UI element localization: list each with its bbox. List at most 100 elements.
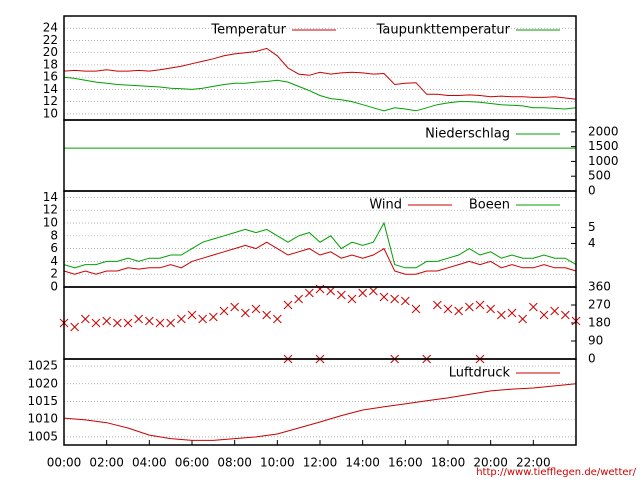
y-tick-label: 2000 — [588, 124, 619, 138]
direction-point — [112, 318, 122, 328]
y-tick-label: 1015 — [27, 394, 58, 408]
y-tick-label: 22 — [43, 33, 58, 47]
y-tick-label: 1005 — [27, 429, 58, 443]
direction-point — [134, 314, 144, 324]
direction-point — [347, 294, 357, 304]
direction-point — [400, 296, 410, 306]
y-tick-label: 1010 — [27, 412, 58, 426]
panel-frame — [63, 286, 577, 360]
source-url: http://www.tiefflegen.de/wetter/ — [476, 467, 636, 478]
direction-point — [262, 310, 272, 320]
direction-point — [358, 288, 368, 298]
y-tick-label: 10 — [43, 216, 58, 230]
y-tick-label: 10 — [43, 106, 58, 120]
direction-point — [443, 304, 453, 314]
y-tick-label: 500 — [588, 169, 611, 183]
y-tick-label: 6 — [50, 241, 58, 255]
direction-point — [294, 294, 304, 304]
direction-point — [486, 304, 496, 314]
x-tick-label: 04:00 — [132, 456, 167, 470]
legend-label: Luftdruck — [449, 366, 511, 381]
y-tick-label: 360 — [588, 280, 611, 294]
direction-point — [496, 310, 506, 320]
y-tick-label: 270 — [588, 298, 611, 312]
series-line — [63, 47, 577, 100]
direction-point — [315, 284, 325, 294]
direction-point — [368, 286, 378, 296]
panel-frame — [63, 358, 577, 446]
y-tick-label: 8 — [50, 228, 58, 242]
direction-point — [464, 302, 474, 312]
legend-label: Taupunkttemperatur — [376, 23, 511, 38]
direction-point — [198, 314, 208, 324]
direction-point — [539, 310, 549, 320]
x-tick-label: 16:00 — [388, 456, 423, 470]
y-tick-label: 18 — [43, 57, 58, 71]
direction-point — [411, 304, 421, 314]
x-tick-label: 10:00 — [260, 456, 295, 470]
direction-point — [230, 302, 240, 312]
direction-point — [102, 316, 112, 326]
direction-point — [144, 316, 154, 326]
x-tick-label: 22:00 — [516, 456, 551, 470]
direction-point — [475, 300, 485, 310]
legend-label: Temperatur — [210, 23, 286, 38]
direction-point — [208, 312, 218, 322]
direction-point — [187, 310, 197, 320]
y-tick-label: 90 — [588, 334, 603, 348]
y-tick-label: 12 — [43, 203, 58, 217]
direction-point — [550, 306, 560, 316]
direction-point — [283, 300, 293, 310]
direction-point — [91, 318, 101, 328]
direction-point — [454, 306, 464, 316]
direction-point — [240, 308, 250, 318]
legend-label: Wind — [369, 198, 402, 213]
direction-point — [528, 302, 538, 312]
direction-point — [166, 318, 176, 328]
direction-point — [518, 314, 528, 324]
direction-point — [560, 310, 570, 320]
direction-point — [70, 322, 80, 332]
direction-point — [432, 300, 442, 310]
direction-point — [80, 314, 90, 324]
y-tick-label: 180 — [588, 316, 611, 330]
y2-tick-label: 4 — [588, 236, 596, 250]
direction-point — [390, 294, 400, 304]
y-tick-label: 16 — [43, 70, 58, 84]
legend-label: Boeen — [469, 198, 510, 213]
x-tick-label: 00:00 — [47, 456, 82, 470]
x-tick-label: 20:00 — [473, 456, 508, 470]
direction-point — [272, 314, 282, 324]
y-tick-label: 12 — [43, 94, 58, 108]
x-tick-label: 02:00 — [89, 456, 124, 470]
direction-point — [336, 290, 346, 300]
direction-point — [326, 286, 336, 296]
direction-point — [379, 292, 389, 302]
y-tick-label: 1020 — [27, 376, 58, 390]
direction-point — [155, 318, 165, 328]
y-tick-label: 24 — [43, 21, 58, 35]
y-tick-label: 0 — [588, 184, 596, 198]
direction-point — [251, 304, 261, 314]
direction-point — [123, 318, 133, 328]
series-line — [63, 76, 577, 112]
y-tick-label: 20 — [43, 45, 58, 59]
x-tick-label: 12:00 — [303, 456, 338, 470]
series-line — [63, 221, 577, 269]
y2-tick-label: 5 — [588, 220, 596, 234]
y-tick-label: 4 — [50, 254, 58, 268]
series-line — [63, 383, 577, 441]
y-tick-label: 14 — [43, 82, 58, 96]
x-tick-label: 14:00 — [345, 456, 380, 470]
x-tick-label: 18:00 — [431, 456, 466, 470]
y-tick-label: 1025 — [27, 359, 58, 373]
legend-label: Niederschlag — [425, 127, 510, 142]
x-tick-label: 06:00 — [175, 456, 210, 470]
x-tick-label: 08:00 — [217, 456, 252, 470]
y-tick-label: 1500 — [588, 139, 619, 153]
direction-point — [507, 308, 517, 318]
direction-point — [176, 314, 186, 324]
y-tick-label: 2 — [50, 267, 58, 281]
series-line — [63, 241, 577, 275]
